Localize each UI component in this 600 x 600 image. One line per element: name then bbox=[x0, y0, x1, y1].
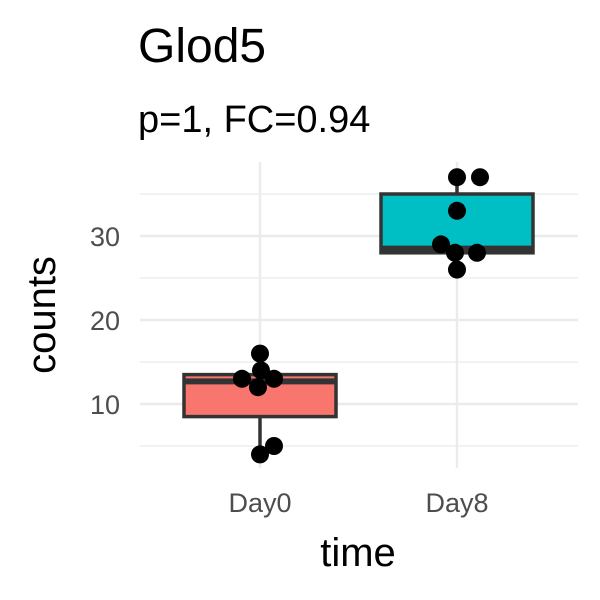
data-point bbox=[448, 201, 466, 220]
data-point bbox=[251, 445, 269, 464]
data-point bbox=[468, 243, 486, 262]
data-point bbox=[432, 235, 450, 254]
data-point bbox=[251, 344, 269, 363]
data-point bbox=[249, 378, 267, 397]
chart-title: Glod5 bbox=[138, 20, 266, 73]
x-tick-label: Day8 bbox=[425, 488, 488, 518]
data-point bbox=[233, 369, 251, 388]
x-axis-title: time bbox=[320, 531, 396, 575]
data-point bbox=[471, 168, 489, 187]
data-point bbox=[448, 168, 466, 187]
y-tick-label: 30 bbox=[90, 222, 120, 252]
x-tick-label: Day0 bbox=[228, 488, 291, 518]
data-point bbox=[448, 260, 466, 279]
axes: 10 20 30 Day0 Day8 bbox=[90, 222, 489, 518]
data-point bbox=[252, 361, 270, 380]
boxes bbox=[182, 177, 535, 455]
data-point bbox=[446, 243, 464, 262]
chart-subtitle: p=1, FC=0.94 bbox=[138, 99, 370, 141]
data-point bbox=[265, 369, 283, 388]
y-tick-label: 20 bbox=[90, 306, 120, 336]
data-points bbox=[233, 168, 489, 464]
data-point bbox=[265, 437, 283, 455]
y-tick-label: 10 bbox=[90, 390, 120, 420]
y-axis-title: counts bbox=[20, 256, 64, 374]
